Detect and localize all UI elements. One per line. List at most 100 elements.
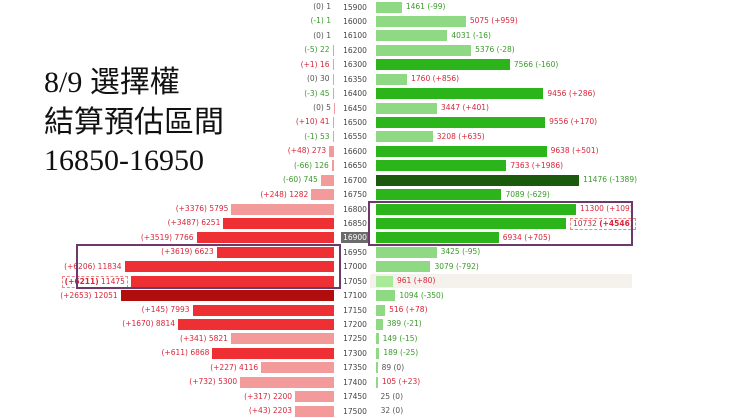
call-label-17350: (+227) 4116 bbox=[210, 362, 259, 372]
strike-16300: 16300 bbox=[343, 60, 367, 70]
strike-16650: 16650 bbox=[343, 161, 367, 171]
put-label-16650: 7363 (+1986) bbox=[510, 160, 564, 170]
put-label-16550: 3208 (+635) bbox=[436, 131, 485, 141]
call-bar-16500 bbox=[332, 116, 334, 128]
strike-16400: 16400 bbox=[343, 89, 367, 99]
call-label-17300: (+611) 6868 bbox=[161, 348, 210, 358]
put-label-17300: 189 (-25) bbox=[383, 348, 419, 358]
call-bar-17250 bbox=[230, 333, 334, 345]
put-label-16400: 9456 (+286) bbox=[547, 88, 596, 98]
put-bar-16000 bbox=[376, 15, 466, 27]
call-bar-16300 bbox=[332, 59, 334, 71]
put-label-17400: 105 (+23) bbox=[381, 377, 421, 387]
call-label-17100: (+2653) 12051 bbox=[60, 290, 118, 300]
put-bar-16100 bbox=[376, 30, 448, 42]
call-label-16900: (+3519) 7766 bbox=[140, 232, 194, 242]
call-bar-17000 bbox=[124, 261, 334, 273]
put-label-16700: 11476 (-1389) bbox=[583, 175, 638, 185]
put-label-17250: 149 (-15) bbox=[382, 333, 418, 343]
put-bar-16900 bbox=[376, 232, 499, 244]
put-label-16200: 5376 (-28) bbox=[475, 45, 515, 55]
put-label-16850: 10732 (+4546) bbox=[569, 218, 637, 231]
put-label-16100: 4031 (-16) bbox=[451, 30, 491, 40]
call-bar-17400 bbox=[240, 376, 334, 388]
call-label-16100: (0) 1 bbox=[313, 30, 331, 40]
put-label-17050: 961 (+80) bbox=[397, 276, 436, 286]
call-bar-16400 bbox=[332, 88, 334, 100]
call-bar-17500 bbox=[295, 405, 334, 417]
put-bar-15900 bbox=[376, 1, 402, 13]
call-label-16300: (+1) 16 bbox=[300, 59, 330, 69]
put-label-16900: 6934 (+705) bbox=[502, 232, 551, 242]
call-bar-16800 bbox=[231, 203, 334, 215]
put-bar-16650 bbox=[376, 160, 507, 172]
call-label-16400: (-3) 45 bbox=[304, 88, 330, 98]
strike-16500: 16500 bbox=[343, 117, 367, 127]
put-bar-17100 bbox=[376, 290, 396, 302]
call-bar-16650 bbox=[331, 160, 334, 172]
strike-17000: 17000 bbox=[343, 262, 367, 272]
call-label-17150: (+145) 7993 bbox=[141, 305, 190, 315]
call-label-17450: (+317) 2200 bbox=[244, 391, 293, 401]
put-bar-16500 bbox=[376, 116, 546, 128]
strike-16100: 16100 bbox=[343, 31, 367, 41]
call-label-16450: (0) 5 bbox=[313, 103, 331, 112]
put-bar-16600 bbox=[376, 145, 547, 157]
call-bar-16700 bbox=[320, 174, 334, 186]
call-label-16600: (+48) 273 bbox=[287, 146, 327, 156]
put-label-16750: 7089 (-629) bbox=[505, 189, 550, 199]
call-label-16000: (-1) 1 bbox=[310, 16, 331, 26]
put-bar-16450 bbox=[376, 102, 437, 114]
put-bar-17150 bbox=[376, 304, 386, 316]
strike-15900: 15900 bbox=[343, 2, 367, 12]
put-label-16800: 11300 (+109) bbox=[580, 204, 633, 214]
put-bar-17350 bbox=[376, 362, 378, 374]
put-label-17350: 89 (0) bbox=[381, 362, 405, 372]
title-line-3: 16850-16950 bbox=[44, 144, 204, 177]
call-bar-16200 bbox=[332, 44, 334, 56]
call-label-17250: (+341) 5821 bbox=[180, 333, 228, 343]
strike-17400: 17400 bbox=[343, 377, 367, 387]
put-label-16450: 3447 (+401) bbox=[441, 103, 489, 112]
strike-16550: 16550 bbox=[343, 132, 367, 142]
put-bar-16750 bbox=[376, 189, 502, 201]
put-label-17100: 1094 (-350) bbox=[399, 290, 444, 300]
put-label-16350: 1760 (+856) bbox=[411, 74, 460, 84]
call-label-15900: (0) 1 bbox=[313, 2, 331, 11]
call-bar-17350 bbox=[261, 362, 334, 374]
call-bar-16350 bbox=[332, 73, 334, 85]
strike-17450: 17450 bbox=[343, 392, 367, 402]
strike-16850: 16850 bbox=[343, 218, 367, 228]
call-bar-17300 bbox=[212, 347, 334, 359]
strike-16000: 16000 bbox=[343, 16, 367, 26]
put-label-16500: 9556 (+170) bbox=[549, 117, 598, 127]
call-bar-16850 bbox=[223, 217, 334, 229]
strike-16700: 16700 bbox=[343, 175, 367, 185]
put-bar-17300 bbox=[376, 347, 380, 359]
put-bar-16850 bbox=[376, 217, 566, 229]
put-bar-16400 bbox=[376, 88, 544, 100]
strike-17300: 17300 bbox=[343, 348, 367, 358]
put-bar-17200 bbox=[376, 318, 383, 330]
call-bar-17150 bbox=[192, 304, 334, 316]
call-label-16850: (+3487) 6251 bbox=[167, 218, 221, 228]
put-label-17150: 516 (+78) bbox=[389, 305, 428, 315]
put-bar-17050 bbox=[376, 275, 393, 287]
call-label-17500: (+43) 2203 bbox=[248, 406, 293, 416]
put-bar-16350 bbox=[376, 73, 408, 85]
strike-16200: 16200 bbox=[343, 45, 367, 55]
call-label-16700: (-60) 745 bbox=[283, 175, 318, 185]
strike-16750: 16750 bbox=[343, 190, 367, 200]
put-bar-16700 bbox=[376, 174, 580, 186]
put-bar-16800 bbox=[376, 203, 576, 215]
call-label-17400: (+732) 5300 bbox=[189, 377, 238, 387]
call-bar-17450 bbox=[295, 391, 334, 403]
strike-16950: 16950 bbox=[343, 247, 367, 257]
call-label-16550: (-1) 53 bbox=[304, 131, 330, 141]
call-bar-17200 bbox=[177, 318, 334, 330]
strike-17100: 17100 bbox=[343, 291, 367, 301]
strike-17050: 17050 bbox=[343, 276, 367, 286]
strike-16600: 16600 bbox=[343, 146, 367, 156]
put-bar-17250 bbox=[376, 333, 379, 345]
put-range-box bbox=[368, 201, 633, 246]
